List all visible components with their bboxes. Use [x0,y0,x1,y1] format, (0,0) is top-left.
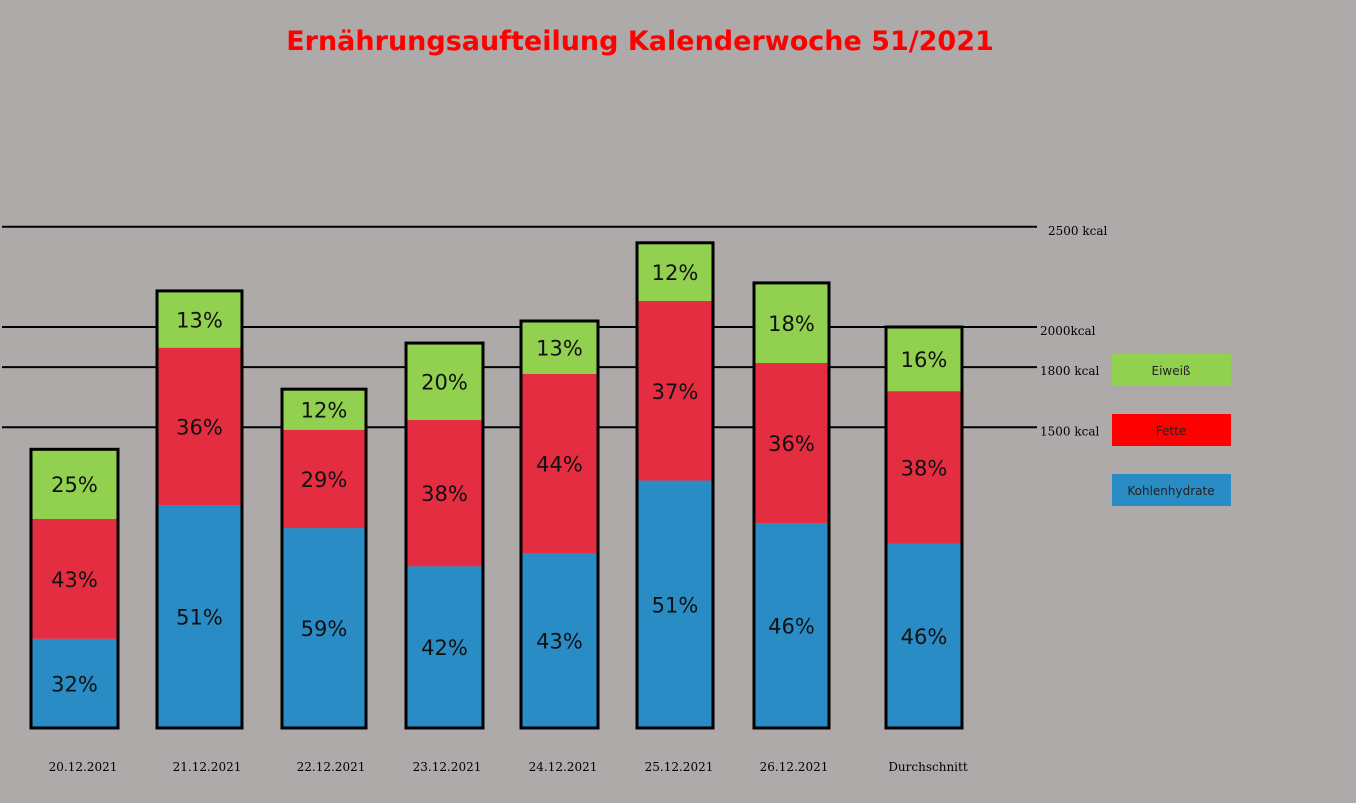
bar-segment-fette-8 [886,391,962,544]
data-label-fette-5: 44% [536,452,583,476]
data-label-fette-8: 38% [901,456,948,480]
x-tick-label-7: 26.12.2021 [760,760,829,774]
data-label-eiweiß-1: 25% [51,473,98,497]
bar-segment-kohlenhydrate-7 [754,523,829,728]
bar-outline-4 [404,341,485,730]
bar-segment-eiweiß-6 [637,242,713,302]
bar-segment-fette-3 [282,429,366,529]
data-label-fette-2: 36% [176,415,223,439]
data-label-fette-3: 29% [301,468,348,492]
reference-line-label-2000: 2000kcal [1040,324,1096,338]
bar-segment-kohlenhydrate-5 [521,552,598,728]
reference-line-label-1500: 1500 kcal [1040,424,1100,438]
data-label-kohlenhydrate-2: 51% [176,606,223,630]
bar-segment-kohlenhydrate-6 [637,480,713,728]
bar-segment-kohlenhydrate-8 [886,543,962,728]
bar-segment-kohlenhydrate-1 [31,638,118,728]
legend-swatch-eiweiß [1112,354,1231,386]
x-tick-label-1: 20.12.2021 [49,760,118,774]
data-label-eiweiß-7: 18% [768,312,815,336]
data-label-fette-7: 36% [768,432,815,456]
x-tick-label-3: 22.12.2021 [297,760,366,774]
bar-outline-2 [155,289,244,730]
bar-segment-fette-6 [637,301,713,481]
data-label-kohlenhydrate-8: 46% [901,625,948,649]
bar-outline-8 [884,325,964,730]
data-label-kohlenhydrate-4: 42% [421,636,468,660]
x-tick-label-8: Durchschnitt [888,760,968,774]
data-label-eiweiß-2: 13% [176,308,223,332]
data-label-fette-4: 38% [421,482,468,506]
data-label-kohlenhydrate-5: 43% [536,629,583,653]
bar-segment-fette-5 [521,373,598,553]
data-label-eiweiß-3: 12% [301,398,348,422]
bar-segment-fette-2 [157,347,242,506]
bar-segment-eiweiß-2 [157,290,242,348]
data-label-fette-1: 43% [51,568,98,592]
legend-swatch-fette [1112,414,1231,446]
chart-title: Ernährungsaufteilung Kalenderwoche 51/20… [286,26,994,57]
bar-outline-5 [519,319,600,730]
bar-segment-eiweiß-1 [31,449,118,519]
bar-segment-fette-7 [754,363,829,524]
data-label-eiweiß-5: 13% [536,336,583,360]
bar-segment-eiweiß-4 [406,343,483,421]
reference-line-label-1800: 1800 kcal [1040,364,1100,378]
x-tick-label-5: 24.12.2021 [529,760,598,774]
bar-outline-7 [752,281,831,730]
data-label-eiweiß-8: 16% [901,348,948,372]
bar-segment-kohlenhydrate-3 [282,528,366,728]
legend-label-fette: Fette [1156,424,1186,438]
bar-segment-fette-4 [406,420,483,567]
reference-line-label-2500: 2500 kcal [1048,224,1108,238]
bar-segment-eiweiß-7 [754,282,829,364]
bar-segment-eiweiß-3 [282,389,366,430]
data-label-kohlenhydrate-6: 51% [652,593,699,617]
x-tick-label-2: 21.12.2021 [173,760,242,774]
data-label-kohlenhydrate-1: 32% [51,672,98,696]
bar-outline-1 [29,447,120,730]
legend-swatch-kohlenhydrate [1112,474,1231,506]
bar-segment-eiweiß-8 [886,327,962,392]
legend-label-kohlenhydrate: Kohlenhydrate [1127,484,1214,498]
bar-outline-3 [280,387,368,730]
bar-segment-fette-1 [31,518,118,639]
bar-segment-kohlenhydrate-2 [157,505,242,728]
data-label-eiweiß-4: 20% [421,371,468,395]
legend-label-eiweiß: Eiweiß [1151,364,1190,378]
x-tick-label-6: 25.12.2021 [645,760,714,774]
x-tick-label-4: 23.12.2021 [413,760,482,774]
data-label-eiweiß-6: 12% [652,261,699,285]
bar-outline-6 [635,241,715,730]
bar-segment-eiweiß-5 [521,320,598,374]
data-label-fette-6: 37% [652,380,699,404]
data-label-kohlenhydrate-3: 59% [301,617,348,641]
data-label-kohlenhydrate-7: 46% [768,615,815,639]
bar-segment-kohlenhydrate-4 [406,566,483,728]
